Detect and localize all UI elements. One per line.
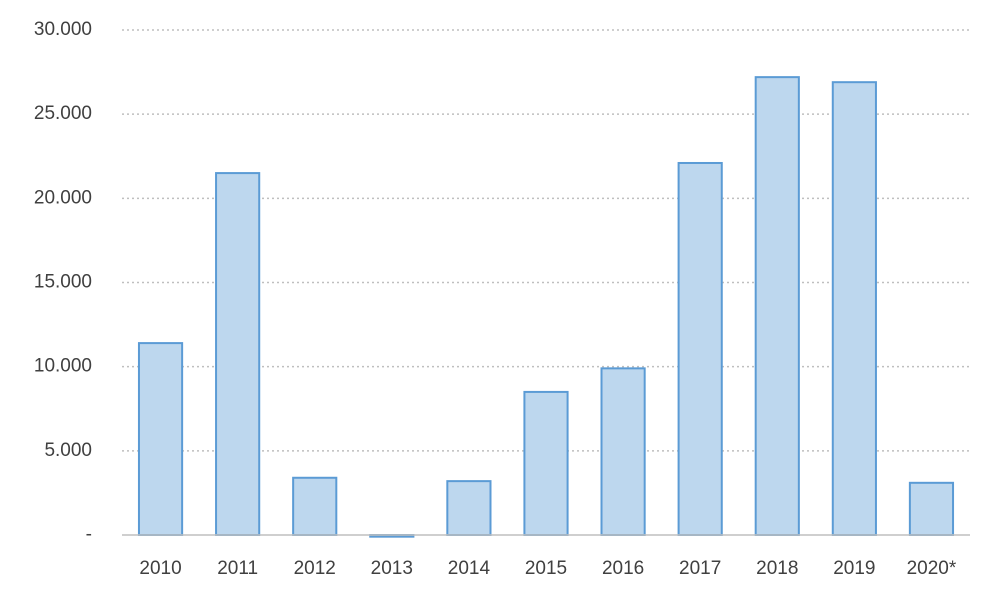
- bar: [677, 161, 723, 536]
- y-tick-label: -: [86, 524, 92, 545]
- bar: [446, 480, 492, 536]
- y-tick-label: 10.000: [34, 356, 92, 377]
- bar: [137, 342, 184, 536]
- x-tick-label: 2020*: [907, 558, 957, 579]
- x-tick-label: 2018: [756, 558, 798, 579]
- y-tick-label: 20.000: [34, 187, 92, 208]
- bar: [754, 76, 800, 536]
- bar: [908, 481, 955, 537]
- bar: [292, 476, 338, 536]
- bar: [600, 367, 646, 536]
- x-tick-label: 2016: [602, 558, 644, 579]
- bar: [215, 172, 261, 536]
- x-tick-label: 2013: [371, 558, 413, 579]
- x-tick-label: 2010: [139, 558, 181, 579]
- x-tick-label: 2011: [217, 558, 258, 579]
- y-tick-label: 30.000: [34, 19, 92, 40]
- y-tick-label: 5.000: [44, 440, 92, 461]
- x-tick-label: 2017: [679, 558, 721, 579]
- x-tick-label: 2014: [448, 558, 491, 579]
- x-tick-label: 2015: [525, 558, 567, 579]
- y-tick-label: 25.000: [34, 103, 92, 124]
- bar: [523, 390, 569, 536]
- x-tick-label: 2019: [833, 558, 875, 579]
- y-tick-label: 15.000: [34, 272, 92, 293]
- bar: [831, 81, 877, 537]
- x-tick-label: 2012: [294, 558, 336, 579]
